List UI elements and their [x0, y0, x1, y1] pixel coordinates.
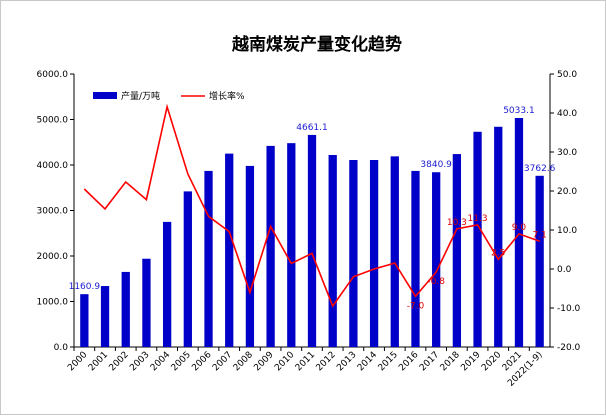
bar	[225, 153, 234, 347]
left-tick-label: 3000.0	[37, 207, 69, 217]
x-tick-label: 2019	[459, 350, 482, 373]
left-tick-label: 0.0	[54, 343, 69, 353]
x-tick-label: 2001	[87, 350, 110, 373]
bar	[162, 221, 172, 347]
bar	[80, 294, 89, 347]
legend-line-label: 增长率%	[209, 90, 245, 102]
bar	[390, 156, 399, 347]
bar	[349, 159, 358, 347]
x-tick-label: 2009	[252, 350, 275, 373]
x-tick-label: 2003	[128, 350, 151, 373]
bar	[287, 143, 296, 347]
bar-data-label: 5033.1	[503, 106, 535, 116]
bar	[121, 271, 130, 347]
bar	[514, 117, 524, 347]
right-tick-label: 0.0	[557, 265, 572, 275]
x-tick-label: 2013	[335, 350, 358, 373]
bar-data-label: 4661.1	[296, 123, 328, 133]
left-tick-label: 2000.0	[37, 252, 69, 262]
x-tick-label: 2017	[418, 350, 441, 373]
x-tick-label: 2010	[273, 350, 296, 373]
chart-title: 越南煤炭产量变化趋势	[231, 34, 402, 55]
line-data-label: 2.5	[491, 248, 505, 258]
legend-bar-label: 产量/万吨	[121, 90, 160, 102]
bar	[432, 172, 441, 347]
x-tick-label: 2005	[170, 350, 193, 373]
x-tick-label: 2004	[149, 350, 172, 373]
line-data-label: 11.3	[468, 214, 488, 224]
right-tick-label: 20.0	[557, 187, 577, 197]
legend-bar-swatch	[93, 92, 117, 99]
line-data-label: -0.8	[427, 277, 445, 287]
x-tick-label: 2020	[480, 350, 503, 373]
right-tick-label: -20.0	[557, 343, 581, 353]
right-tick-label: 10.0	[557, 226, 577, 236]
x-tick-label: 2002	[108, 350, 131, 373]
bar	[142, 258, 151, 347]
plot-area: 0.0 1000.0 2000.0 3000.0 4000.0 5000.0 6000.0 -…	[37, 70, 581, 389]
x-tick-label: 2014	[356, 350, 379, 373]
bar	[100, 286, 110, 347]
legend: 产量/万吨 增长率%	[93, 90, 245, 102]
bar	[204, 170, 213, 347]
x-tick-label: 2006	[190, 350, 213, 373]
left-tick-label: 6000.0	[37, 70, 69, 80]
x-tick-label: 2018	[439, 350, 462, 373]
x-tick-label: 2016	[397, 350, 420, 373]
right-tick-label: 40.0	[557, 109, 577, 119]
left-tick-label: 5000.0	[37, 116, 69, 126]
bar	[328, 154, 337, 347]
bar	[245, 165, 255, 347]
bar	[411, 170, 420, 347]
x-tick-label: 2015	[377, 350, 400, 373]
x-tick-label: 2008	[232, 350, 255, 373]
bar	[369, 159, 379, 347]
bar	[535, 175, 544, 347]
line-data-label: -7.0	[407, 301, 425, 311]
bar	[452, 154, 462, 347]
bar	[307, 134, 317, 347]
left-tick-label: 4000.0	[37, 161, 69, 171]
x-tick-label: 2000	[66, 350, 89, 373]
right-tick-label: 30.0	[557, 148, 577, 158]
x-tick-label: 2007	[211, 350, 234, 373]
bar-data-label: 3762.6	[524, 164, 556, 174]
bar	[494, 126, 503, 347]
x-tick-label: 2011	[294, 350, 317, 373]
growth-rate-line	[83, 103, 540, 308]
bar-data-label: 1160.9	[69, 282, 101, 292]
x-tick-label: 2012	[315, 350, 338, 373]
line-data-label: 7.1	[532, 230, 546, 240]
bar-data-label: 3840.9	[420, 160, 452, 170]
bar	[473, 131, 482, 347]
line-data-label: 9.0	[512, 223, 527, 233]
left-tick-label: 1000.0	[37, 298, 69, 308]
right-tick-label: -10.0	[557, 304, 581, 314]
right-tick-label: 50.0	[557, 70, 577, 80]
bar	[183, 191, 192, 347]
line-data-label: 10.3	[447, 218, 467, 228]
bar	[266, 145, 275, 347]
